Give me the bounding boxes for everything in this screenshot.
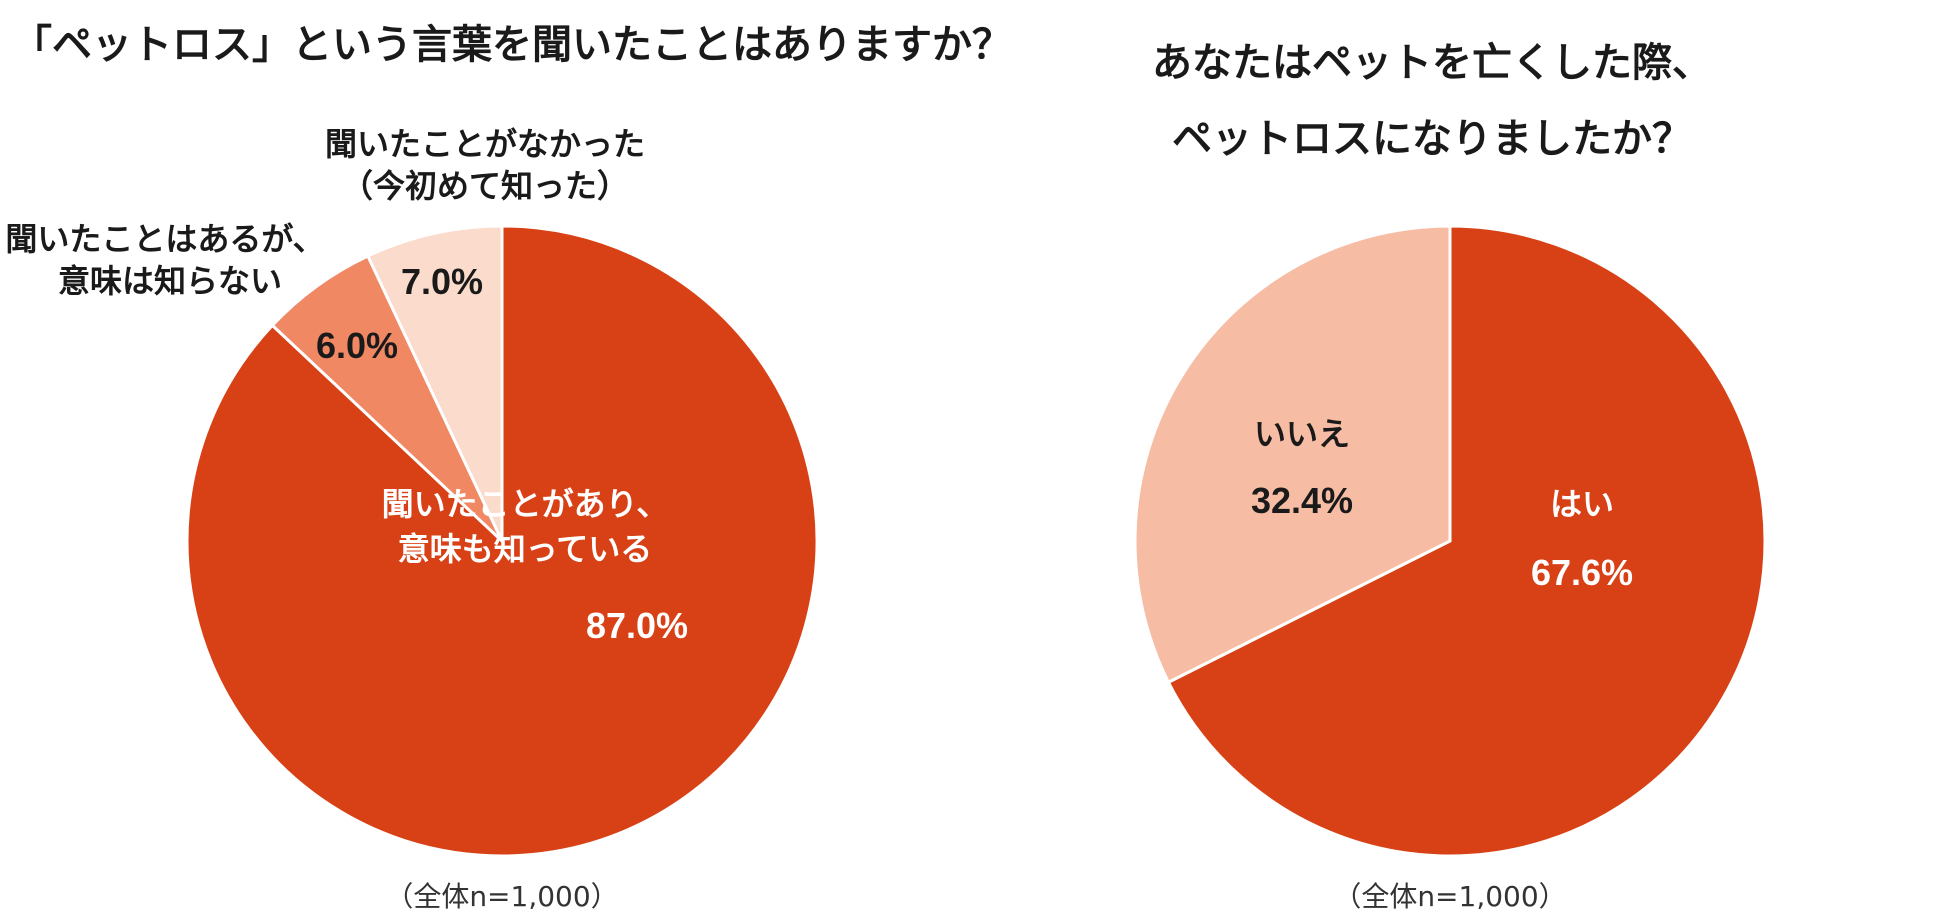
chart1-note: （全体n=1,000） — [385, 880, 618, 913]
chart1-slice-0-value: 87.0% — [586, 605, 688, 646]
chart2-slices — [1133, 224, 1767, 858]
chart1-slice-1-value: 6.0% — [316, 325, 398, 366]
chart1-slice-2 — [365, 224, 504, 542]
chart-ever-heard: 「ペットロス」という言葉を聞いたことはありますか？ 聞いたことがあり、 意味も知… — [5, 22, 1012, 913]
chart1-slice-0-label-line-0: 聞いたことがあり、 — [382, 485, 669, 523]
chart-had-pet-loss: あなたはペットを亡くした際、 ペットロスになりましたか？ はい 67.6% いい… — [1133, 40, 1767, 913]
chart1-slice-0-label-line-1: 意味も知っている — [398, 530, 652, 568]
chart2-title-line-1: ペットロスになりましたか？ — [1172, 116, 1692, 162]
chart1-slice-2-label-line-1: （今初めて知った） — [341, 167, 629, 205]
chart1-slice-2-label-line-0: 聞いたことがなかった — [325, 125, 645, 163]
chart2-slice-0-label: はい — [1550, 485, 1614, 523]
chart1-title: 「ペットロス」という言葉を聞いたことはありますか？ — [12, 22, 1012, 68]
chart2-slice-0 — [1166, 224, 1767, 858]
chart2-slice-1 — [1133, 224, 1452, 685]
chart2-title-line-0: あなたはペットを亡くした際、 — [1152, 40, 1712, 86]
chart1-slice-1-label-line-1: 意味は知らない — [58, 262, 282, 300]
chart1-slice-1-label-line-0: 聞いたことはあるが、 — [5, 220, 324, 258]
chart2-slice-1-value: 32.4% — [1251, 480, 1353, 521]
chart1-slices — [185, 224, 819, 858]
chart2-note: （全体n=1,000） — [1333, 880, 1566, 913]
chart2-slice-1-label: いいえ — [1254, 415, 1350, 453]
chart1-slice-2-value: 7.0% — [401, 261, 483, 302]
chart2-slice-0-value: 67.6% — [1531, 552, 1633, 593]
chart1-slice-1 — [270, 253, 504, 543]
